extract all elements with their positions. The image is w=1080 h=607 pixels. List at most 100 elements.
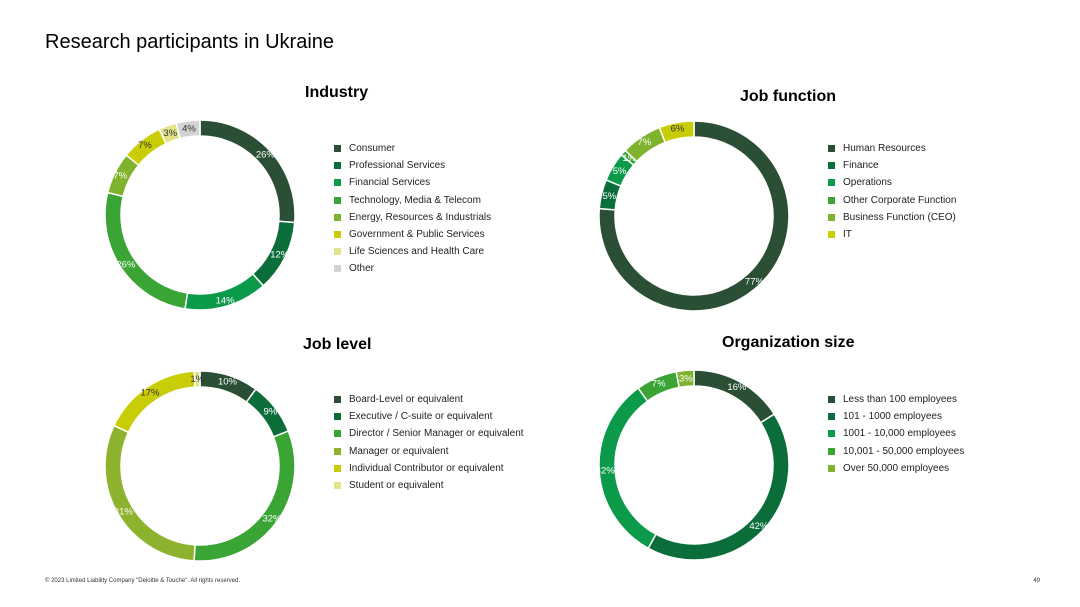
legend-swatch <box>334 447 341 455</box>
data-label-consumer: 26% <box>256 150 276 161</box>
chart-legend: Human Resources Finance Operations Other Co… <box>828 140 956 243</box>
legend-swatch <box>828 179 835 187</box>
data-label-it: 6% <box>671 124 685 135</box>
legend-label: 10,001 - 50,000 employees <box>843 445 965 457</box>
legend-label: Business Function (CEO) <box>843 211 956 223</box>
legend-label: Operations <box>843 177 892 189</box>
copyright-footer: © 2023 Limited Liability Company "Deloit… <box>45 578 240 584</box>
legend-item-individual-contributor-or-equivalent: Individual Contributor or equivalent <box>334 460 524 477</box>
chart-legend: Consumer Professional Services Financial S… <box>334 140 491 278</box>
data-label-energy-resources-industrials: 7% <box>113 170 127 181</box>
legend-swatch <box>334 430 341 438</box>
donut-slice-student-or-equivalent <box>193 370 201 388</box>
data-label-manager-or-equivalent: 31% <box>114 506 134 517</box>
data-label-student-or-equivalent: 1% <box>190 374 204 385</box>
data-label-101-1000-employees: 42% <box>749 521 769 532</box>
legend-item-technology-media-telecom: Technology, Media & Telecom <box>334 192 491 209</box>
legend-item-energy-resources-industrials: Energy, Resources & Industrials <box>334 209 491 226</box>
legend-swatch <box>828 430 835 438</box>
legend-label: IT <box>843 229 852 241</box>
donut-slice-less-than-100-employees <box>693 369 776 424</box>
data-label-technology-media-telecom: 26% <box>116 259 136 270</box>
legend-item-director-senior-manager-or-equivalent: Director / Senior Manager or equivalent <box>334 425 524 442</box>
legend-item-professional-services: Professional Services <box>334 157 491 174</box>
legend-swatch <box>828 145 835 153</box>
legend-swatch <box>334 413 341 421</box>
donut-slice-consumer <box>199 119 296 224</box>
legend-item-manager-or-equivalent: Manager or equivalent <box>334 443 524 460</box>
donut-slice-technology-media-telecom <box>104 191 189 310</box>
legend-label: 101 - 1000 employees <box>843 411 942 423</box>
donut-slice-individual-contributor-or-equivalent <box>113 370 196 434</box>
legend-item-101-1000-employees: 101 - 1000 employees <box>828 408 964 425</box>
legend-swatch <box>334 482 341 490</box>
data-label-1001-10-000-employees: 32% <box>596 466 616 477</box>
legend-label: Manager or equivalent <box>349 445 449 457</box>
chart-legend: Board-Level or equivalent Executive / C-s… <box>334 391 524 494</box>
legend-item-life-sciences-and-health-care: Life Sciences and Health Care <box>334 243 491 260</box>
page-number: 49 <box>1033 578 1040 584</box>
legend-swatch <box>334 213 341 221</box>
legend-item-board-level-or-equivalent: Board-Level or equivalent <box>334 391 524 408</box>
legend-label: Life Sciences and Health Care <box>349 246 485 258</box>
legend-swatch <box>334 196 341 204</box>
legend-label: Technology, Media & Telecom <box>349 194 481 206</box>
data-label-finance: 5% <box>602 191 616 202</box>
legend-swatch <box>828 196 835 204</box>
data-label-other-corporate-function: 1% <box>622 153 636 164</box>
legend-label: Less than 100 employees <box>843 394 957 406</box>
industry-chart-panel: Industry 26% 12% 14% 26% 7% 7% 3% 4% Consumer Pr… <box>20 78 540 328</box>
chart-legend: Less than 100 employees 101 - 1000 employ… <box>828 391 964 477</box>
legend-item-it: IT <box>828 226 956 243</box>
legend-label: Student or equivalent <box>349 480 444 492</box>
donut-chart: 26% 12% 14% 26% 7% 7% 3% 4% <box>104 119 296 311</box>
data-label-board-level-or-equivalent: 10% <box>218 376 238 387</box>
legend-swatch <box>828 213 835 221</box>
chart-title: Job function <box>740 88 836 105</box>
legend-item-consumer: Consumer <box>334 140 491 157</box>
legend-swatch <box>828 396 835 404</box>
data-label-individual-contributor-or-equivalent: 17% <box>140 387 160 398</box>
legend-swatch <box>334 248 341 256</box>
chart-title: Job level <box>303 336 372 353</box>
legend-swatch <box>334 231 341 239</box>
legend-swatch <box>828 413 835 421</box>
legend-item-government-public-services: Government & Public Services <box>334 226 491 243</box>
data-label-over-50-000-employees: 3% <box>679 373 693 384</box>
data-label-business-function-ceo: 7% <box>638 137 652 148</box>
job-function-chart-panel: Job function 77% 5% 5% 1% 7% 6% Human Resourc… <box>540 78 1060 328</box>
legend-item-operations: Operations <box>828 174 956 191</box>
legend-item-other: Other <box>334 260 491 277</box>
donut-slice-manager-or-equivalent <box>104 424 196 562</box>
legend-item-student-or-equivalent: Student or equivalent <box>334 477 524 494</box>
legend-swatch <box>828 447 835 455</box>
legend-label: Other Corporate Function <box>843 194 957 206</box>
legend-swatch <box>334 464 341 472</box>
data-label-executive-c-suite-or-equivalent: 9% <box>263 406 277 417</box>
legend-label: Over 50,000 employees <box>843 462 950 474</box>
legend-label: Executive / C-suite or equivalent <box>349 411 493 423</box>
job-level-chart-panel: Job level 10% 9% 32% 31% 17% 1% Board-Level o… <box>20 328 540 578</box>
legend-swatch <box>334 396 341 404</box>
data-label-less-than-100-employees: 16% <box>727 382 747 393</box>
legend-label: Consumer <box>349 143 396 155</box>
legend-item-other-corporate-function: Other Corporate Function <box>828 192 956 209</box>
legend-label: 1001 - 10,000 employees <box>843 428 956 440</box>
legend-swatch <box>828 231 835 239</box>
legend-label: Individual Contributor or equivalent <box>349 462 504 474</box>
donut-slice-over-50-000-employees <box>675 369 695 389</box>
donut-slice-it <box>658 120 695 144</box>
legend-item-business-function-ceo: Business Function (CEO) <box>828 209 956 226</box>
legend-label: Financial Services <box>349 177 431 189</box>
legend-item-financial-services: Financial Services <box>334 174 491 191</box>
legend-item-less-than-100-employees: Less than 100 employees <box>828 391 964 408</box>
legend-swatch <box>334 179 341 187</box>
legend-swatch <box>334 265 341 273</box>
donut-slice-101-1000-employees <box>647 413 790 561</box>
legend-item-over-50-000-employees: Over 50,000 employees <box>828 460 964 477</box>
legend-item-finance: Finance <box>828 157 956 174</box>
chart-title: Organization size <box>722 334 855 351</box>
donut-slice-other <box>175 119 201 140</box>
data-label-human-resources: 77% <box>745 276 765 287</box>
